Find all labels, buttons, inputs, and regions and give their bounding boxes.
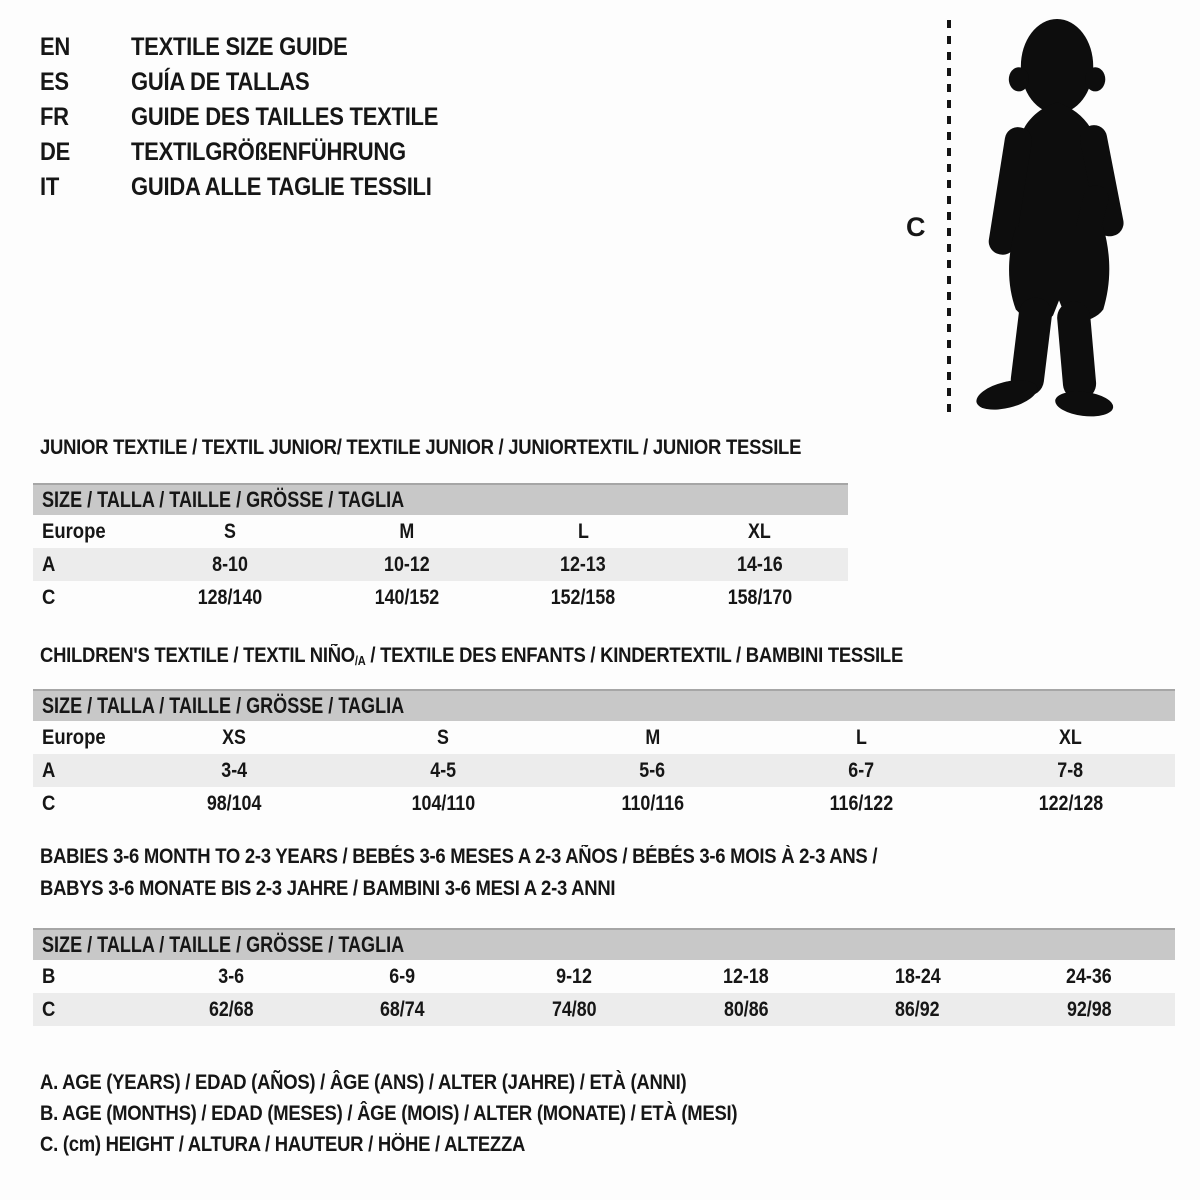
legend-line-a: A. AGE (YEARS) / EDAD (AÑOS) / ÂGE (ANS)… — [40, 1071, 687, 1094]
language-code: ES — [40, 68, 69, 96]
row-label: C — [42, 585, 56, 609]
row-label: B — [42, 964, 56, 988]
size-header-bar: SIZE / TALLA / TAILLE / GRÖSSE / TAGLIA — [33, 689, 1176, 721]
months-cell: 18-24 — [894, 964, 941, 988]
row-label: C — [42, 791, 56, 815]
age-cell: 7-8 — [1057, 758, 1084, 782]
table-row-months: B 3-6 6-9 9-12 12-18 18-24 24-36 — [33, 960, 1175, 993]
children-section-heading: CHILDREN'S TEXTILE / TEXTIL NIÑO/A / TEX… — [40, 644, 904, 669]
age-cell: 6-7 — [848, 758, 875, 782]
height-cell: 86/92 — [895, 997, 940, 1021]
size-cell: L — [577, 519, 589, 543]
age-cell: 8-10 — [212, 552, 249, 576]
height-cell: 128/140 — [197, 585, 263, 609]
size-cell: L — [856, 725, 867, 749]
height-cell: 122/128 — [1038, 791, 1103, 815]
nino-a-subscript: /A — [354, 654, 366, 669]
language-row-it: IT GUIDA ALLE TAGLIE TESSILI — [40, 170, 480, 205]
size-cell: XL — [748, 519, 772, 543]
size-cell: M — [399, 519, 415, 543]
months-cell: 9-12 — [556, 964, 593, 988]
size-cell: XS — [222, 725, 247, 749]
junior-section-heading: JUNIOR TEXTILE / TEXTIL JUNIOR/ TEXTILE … — [40, 436, 802, 459]
height-cell: 110/116 — [621, 791, 684, 815]
size-header-bar: SIZE / TALLA / TAILLE / GRÖSSE / TAGLIA — [33, 483, 848, 515]
age-cell: 10-12 — [383, 552, 430, 576]
toddler-silhouette-icon — [976, 19, 1124, 417]
language-code: IT — [40, 173, 60, 201]
size-header-label: SIZE / TALLA / TAILLE / GRÖSSE / TAGLIA — [42, 932, 405, 957]
language-title: GUIDA ALLE TAGLIE TESSILI — [131, 173, 432, 201]
size-cell: XL — [1059, 725, 1082, 749]
language-title: GUÍA DE TALLAS — [131, 68, 310, 96]
babies-section-heading-line2: BABYS 3-6 MONATE BIS 2-3 JAHRE / BAMBINI… — [40, 877, 616, 900]
height-cell: 158/170 — [727, 585, 793, 609]
size-header-label: SIZE / TALLA / TAILLE / GRÖSSE / TAGLIA — [42, 693, 405, 718]
height-cell: 98/104 — [207, 791, 262, 815]
size-header-label: SIZE / TALLA / TAILLE / GRÖSSE / TAGLIA — [42, 487, 405, 512]
height-cell: 152/158 — [550, 585, 616, 609]
table-row-europe: Europe XS S M L XL — [33, 721, 1175, 754]
age-cell: 3-4 — [221, 758, 248, 782]
height-cell: 62/68 — [208, 997, 254, 1021]
height-cell: 104/110 — [411, 791, 476, 815]
size-header-bar: SIZE / TALLA / TAILLE / GRÖSSE / TAGLIA — [33, 928, 1175, 960]
height-cell: 74/80 — [551, 997, 597, 1021]
months-cell: 12-18 — [722, 964, 769, 988]
age-cell: 12-13 — [560, 552, 607, 576]
height-cell: 116/122 — [829, 791, 894, 815]
table-row-height: C 62/68 68/74 74/80 80/86 86/92 92/98 — [33, 993, 1175, 1026]
height-dashed-line — [947, 20, 951, 416]
table-row-age: A 8-10 10-12 12-13 14-16 — [33, 548, 848, 581]
language-code: DE — [40, 138, 71, 166]
junior-size-table: SIZE / TALLA / TAILLE / GRÖSSE / TAGLIA … — [33, 483, 848, 614]
babies-size-table: SIZE / TALLA / TAILLE / GRÖSSE / TAGLIA … — [33, 928, 1175, 1026]
row-label: A — [42, 552, 56, 576]
height-cell: 80/86 — [723, 997, 769, 1021]
row-label: A — [42, 758, 56, 782]
legend-line-c: C. (cm) HEIGHT / ALTURA / HAUTEUR / HÖHE… — [40, 1133, 526, 1156]
language-row-de: DE TEXTILGRÖßENFÜHRUNG — [40, 135, 480, 170]
row-label: Europe — [42, 519, 106, 543]
height-cell: 140/152 — [374, 585, 440, 609]
children-size-table: SIZE / TALLA / TAILLE / GRÖSSE / TAGLIA … — [33, 689, 1176, 820]
language-title: TEXTILE SIZE GUIDE — [131, 33, 348, 61]
height-cell: 68/74 — [380, 997, 425, 1021]
age-cell: 14-16 — [736, 552, 783, 576]
table-row-europe: Europe S M L XL — [33, 515, 848, 548]
size-cell: M — [645, 725, 660, 749]
height-measure-label: C — [906, 212, 926, 242]
row-label: C — [42, 997, 56, 1021]
language-row-fr: FR GUIDE DES TAILLES TEXTILE — [40, 100, 480, 135]
height-cell: 92/98 — [1066, 997, 1112, 1021]
age-cell: 5-6 — [639, 758, 666, 782]
language-title: TEXTILGRÖßENFÜHRUNG — [131, 138, 406, 166]
row-label: Europe — [42, 725, 106, 749]
language-code: FR — [40, 103, 69, 131]
table-row-height: C 128/140 140/152 152/158 158/170 — [33, 581, 848, 614]
legend: A. AGE (YEARS) / EDAD (AÑOS) / ÂGE (ANS)… — [40, 1071, 832, 1164]
language-row-en: EN TEXTILE SIZE GUIDE — [40, 30, 480, 65]
babies-section-heading-line1: BABIES 3-6 MONTH TO 2-3 YEARS / BEBÉS 3-… — [40, 845, 878, 868]
language-row-es: ES GUÍA DE TALLAS — [40, 65, 480, 100]
language-title-list: EN TEXTILE SIZE GUIDE ES GUÍA DE TALLAS … — [40, 30, 480, 205]
table-row-age: A 3-4 4-5 5-6 6-7 7-8 — [33, 754, 1176, 787]
size-cell: S — [224, 519, 237, 543]
legend-line-b: B. AGE (MONTHS) / EDAD (MESES) / ÂGE (MO… — [40, 1102, 738, 1125]
language-title: GUIDE DES TAILLES TEXTILE — [131, 103, 439, 131]
table-row-height: C 98/104 104/110 110/116 116/122 122/128 — [33, 787, 1175, 820]
months-cell: 24-36 — [1066, 964, 1112, 988]
age-cell: 4-5 — [430, 758, 457, 782]
language-code: EN — [40, 33, 71, 61]
months-cell: 3-6 — [217, 964, 244, 988]
size-cell: S — [437, 725, 450, 749]
months-cell: 6-9 — [389, 964, 416, 988]
